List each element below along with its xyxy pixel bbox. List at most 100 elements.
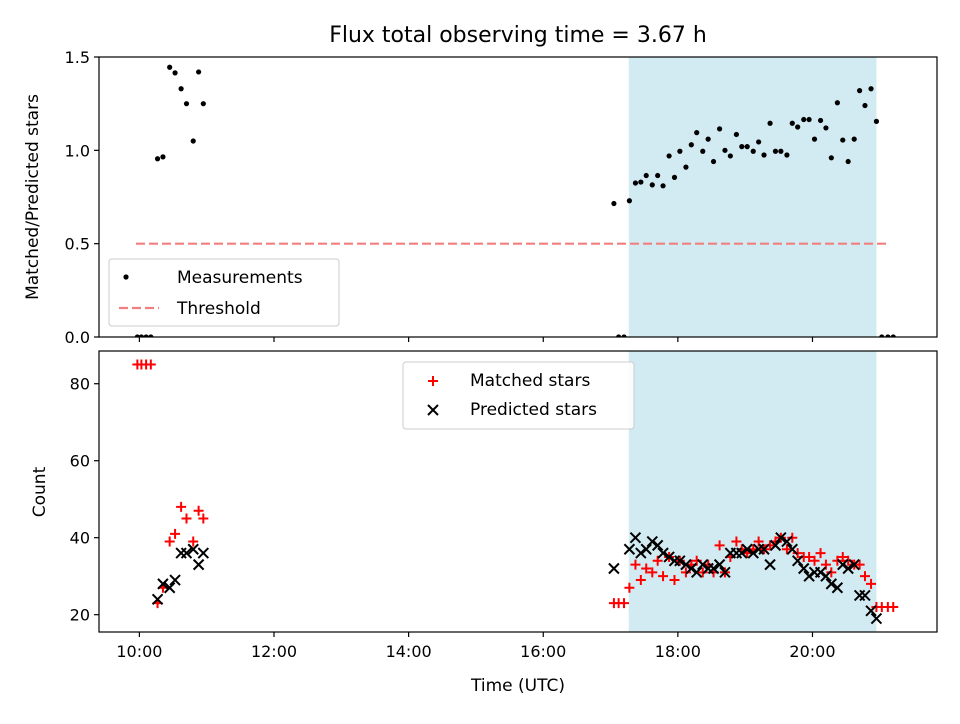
matched-star-point <box>832 555 843 566</box>
measurement-point <box>834 100 840 106</box>
legend: Matched stars Predicted stars <box>402 361 635 430</box>
matched-star-point <box>193 505 204 516</box>
panel-1: 0.0 0.5 1.0 1.5 Measurements Threshold <box>65 48 938 347</box>
measurement-point <box>626 198 632 204</box>
measurement-point <box>823 125 829 131</box>
matched-star-point <box>170 528 181 539</box>
matched-star-point <box>781 544 792 555</box>
measurement-point <box>167 64 173 70</box>
predicted-star-point <box>707 562 720 575</box>
measurement-point <box>801 116 807 123</box>
matched-star-point <box>635 575 646 586</box>
predicted-star-point <box>798 562 810 575</box>
measurement-point <box>148 334 154 337</box>
predicted-star-point <box>747 547 759 559</box>
measurement-point <box>806 116 812 123</box>
measurement-point <box>666 153 672 159</box>
predicted-star-point <box>151 593 164 605</box>
matched-star-point <box>145 359 156 370</box>
measurement-point <box>611 200 617 207</box>
matched-star-point <box>854 559 865 570</box>
x-tick-label: 12:00 <box>251 642 297 661</box>
matched-star-point <box>630 559 641 570</box>
plot-layer: 0.0 0.5 1.0 1.5 Measurements Threshold 20 40 60 8… <box>65 48 938 661</box>
measurement-point <box>196 69 202 75</box>
x-tick-label: 10:00 <box>116 642 162 661</box>
matched-star-point <box>181 513 192 524</box>
measurement-point <box>638 179 644 185</box>
x-tick-label: 16:00 <box>520 642 566 661</box>
x-tick-label: 20:00 <box>789 642 835 661</box>
predicted-star-point <box>180 547 193 559</box>
legend-marker-matched <box>428 376 438 386</box>
legend-label-matched: Matched stars <box>470 371 590 391</box>
predicted-star-point <box>758 543 770 555</box>
measurement-point <box>190 138 196 144</box>
measurement-point <box>694 130 700 136</box>
measurement-point <box>722 147 728 153</box>
measurement-point <box>868 86 874 92</box>
predicted-star-point <box>629 531 642 544</box>
measurement-point <box>154 156 161 162</box>
predicted-star-point <box>848 558 860 571</box>
measurement-point <box>840 137 846 143</box>
predicted-star-point <box>651 539 664 552</box>
measurement-point <box>700 148 706 154</box>
measurement-point <box>890 334 896 337</box>
measurement-point <box>879 334 885 337</box>
matched-star-point <box>680 567 691 578</box>
predicted-star-point <box>814 566 827 579</box>
y-axis-label-count: Count <box>30 466 50 517</box>
predicted-star-point <box>859 589 871 602</box>
predicted-star-point <box>192 558 205 571</box>
measurement-point <box>716 126 723 132</box>
measurement-point <box>616 334 622 337</box>
predicted-star-point <box>870 612 883 625</box>
measurement-point <box>178 86 184 92</box>
predicted-star-point <box>825 578 838 590</box>
predicted-star-point <box>635 547 647 559</box>
matched-star-point <box>198 513 209 524</box>
predicted-star-point <box>831 582 844 594</box>
predicted-star-point <box>680 558 692 571</box>
matched-star-point <box>792 548 803 559</box>
predicted-star-point <box>719 566 731 579</box>
y-tick-label: 1.5 <box>65 48 90 67</box>
matched-star-point <box>658 571 669 582</box>
matched-star-point <box>697 567 708 578</box>
measurement-point <box>851 136 857 142</box>
predicted-star-point <box>697 558 709 571</box>
measurement-point <box>138 334 145 337</box>
predicted-star-point <box>781 535 793 548</box>
measurement-point <box>862 102 868 109</box>
matched-star-point <box>866 578 877 589</box>
measurement-point <box>621 334 627 337</box>
matched-star-point <box>731 536 742 547</box>
predicted-star-point <box>646 535 658 548</box>
measurement-point <box>739 144 745 150</box>
legend-box <box>402 361 635 430</box>
legend-label-predicted: Predicted stars <box>470 400 597 420</box>
legend-marker-predicted <box>427 404 439 416</box>
measurement-point <box>688 142 694 148</box>
measurement-point <box>677 148 683 154</box>
y-tick-label: 1.0 <box>65 141 90 160</box>
measurement-point <box>183 101 190 107</box>
predicted-star-point <box>685 562 698 575</box>
predicted-star-point <box>163 582 176 594</box>
measurement-point <box>778 148 784 154</box>
measurement-point <box>828 155 834 161</box>
matched-star-point <box>641 563 652 574</box>
matched-star-point <box>826 567 837 578</box>
measurement-point <box>856 88 863 94</box>
matched-star-point <box>809 555 820 566</box>
measurement-point <box>200 101 206 107</box>
legend: Measurements Threshold <box>108 258 340 327</box>
predicted-star-point <box>187 543 199 555</box>
measurement-point <box>727 153 733 159</box>
panel-2: 20 40 60 80 10:00 12:00 14:00 16:00 18:00 20:00 Ma… <box>70 350 938 661</box>
legend-marker-measurements <box>123 274 129 280</box>
predicted-star-point <box>690 566 703 579</box>
chart-title: Flux total observing time = 3.67 h <box>329 23 707 48</box>
